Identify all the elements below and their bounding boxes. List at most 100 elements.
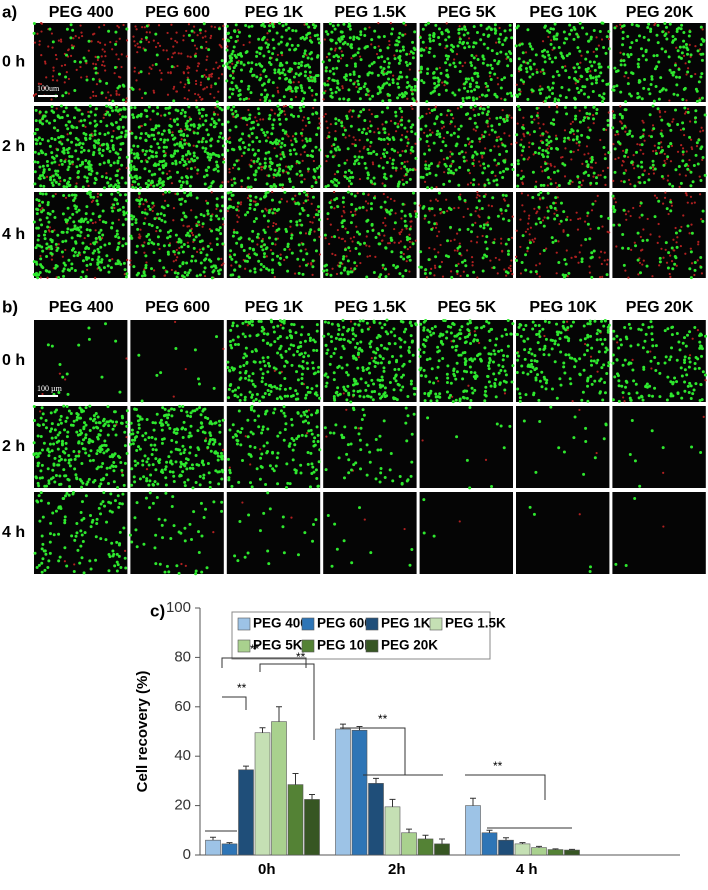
dead-cell (502, 109, 504, 111)
live-cell (495, 117, 498, 120)
live-cell (403, 165, 406, 168)
live-cell (318, 41, 321, 44)
live-cell (572, 129, 575, 132)
live-cell (392, 81, 395, 84)
live-cell (255, 169, 258, 172)
live-cell (551, 92, 554, 95)
live-cell (350, 221, 353, 224)
dead-cell (468, 37, 470, 39)
dead-cell (510, 270, 512, 272)
dead-cell (193, 25, 195, 27)
dead-cell (174, 253, 176, 255)
live-cell (402, 257, 405, 260)
dead-cell (497, 272, 499, 274)
live-cell (219, 132, 222, 135)
dead-cell (701, 127, 703, 129)
dead-cell (351, 116, 353, 118)
live-cell (94, 130, 97, 133)
dead-cell (534, 237, 536, 239)
live-cell (548, 135, 551, 138)
dead-cell (205, 47, 207, 49)
dead-cell (99, 42, 101, 44)
live-cell (85, 205, 88, 208)
live-cell (301, 100, 304, 103)
dead-cell (426, 276, 428, 278)
live-cell (322, 270, 325, 273)
dead-cell (521, 170, 523, 172)
dead-cell (76, 69, 78, 71)
live-cell (401, 34, 404, 37)
live-cell (359, 87, 362, 90)
dead-cell (55, 54, 57, 56)
live-cell (181, 146, 184, 149)
dead-cell (283, 110, 285, 112)
live-cell (82, 142, 85, 145)
dead-cell (393, 242, 395, 244)
live-cell (144, 254, 147, 257)
dead-cell (52, 75, 54, 77)
live-cell (294, 29, 297, 32)
live-cell (617, 69, 620, 72)
dead-cell (387, 196, 389, 198)
live-cell (169, 235, 172, 238)
live-cell (187, 150, 190, 153)
dead-cell (509, 268, 511, 270)
live-cell (618, 224, 621, 227)
live-cell (324, 83, 327, 86)
dead-cell (528, 215, 530, 217)
live-cell (335, 42, 338, 45)
micrograph (612, 192, 706, 279)
live-cell (392, 136, 395, 139)
live-cell (655, 34, 658, 37)
dead-cell (206, 86, 208, 88)
live-cell (545, 139, 548, 142)
live-cell (358, 114, 361, 117)
live-cell (120, 135, 123, 138)
live-cell (235, 242, 238, 245)
live-cell (473, 56, 476, 59)
live-cell (383, 176, 386, 179)
dead-cell (141, 125, 143, 127)
dead-cell (51, 32, 53, 34)
dead-cell (102, 61, 104, 63)
live-cell (71, 236, 74, 239)
live-cell (429, 133, 432, 136)
live-cell (166, 204, 169, 207)
live-cell (554, 56, 557, 59)
live-cell (234, 40, 237, 43)
dead-cell (162, 193, 164, 195)
live-cell (163, 114, 166, 117)
live-cell (39, 192, 42, 195)
dead-cell (377, 128, 379, 130)
live-cell (404, 214, 407, 217)
live-cell (77, 158, 80, 161)
dead-cell (395, 130, 397, 132)
dead-cell (41, 393, 43, 395)
live-cell (541, 88, 544, 91)
live-cell (116, 202, 119, 205)
dead-cell (273, 176, 275, 178)
live-cell (110, 139, 113, 142)
live-cell (682, 127, 685, 130)
dead-cell (180, 81, 182, 83)
live-cell (179, 203, 182, 206)
dead-cell (573, 151, 575, 153)
live-cell (661, 30, 664, 33)
live-cell (45, 243, 48, 246)
live-cell (35, 198, 38, 201)
live-cell (202, 222, 205, 225)
live-cell (187, 271, 190, 274)
live-cell (694, 261, 697, 264)
live-cell (257, 166, 260, 169)
live-cell (278, 22, 281, 25)
live-cell (506, 56, 509, 59)
dead-cell (601, 225, 603, 227)
live-cell (190, 176, 193, 179)
dead-cell (283, 105, 285, 107)
live-cell (117, 236, 120, 239)
live-cell (176, 192, 179, 195)
live-cell (517, 25, 520, 28)
live-cell (162, 266, 165, 269)
dead-cell (173, 86, 175, 88)
live-cell (660, 119, 663, 122)
